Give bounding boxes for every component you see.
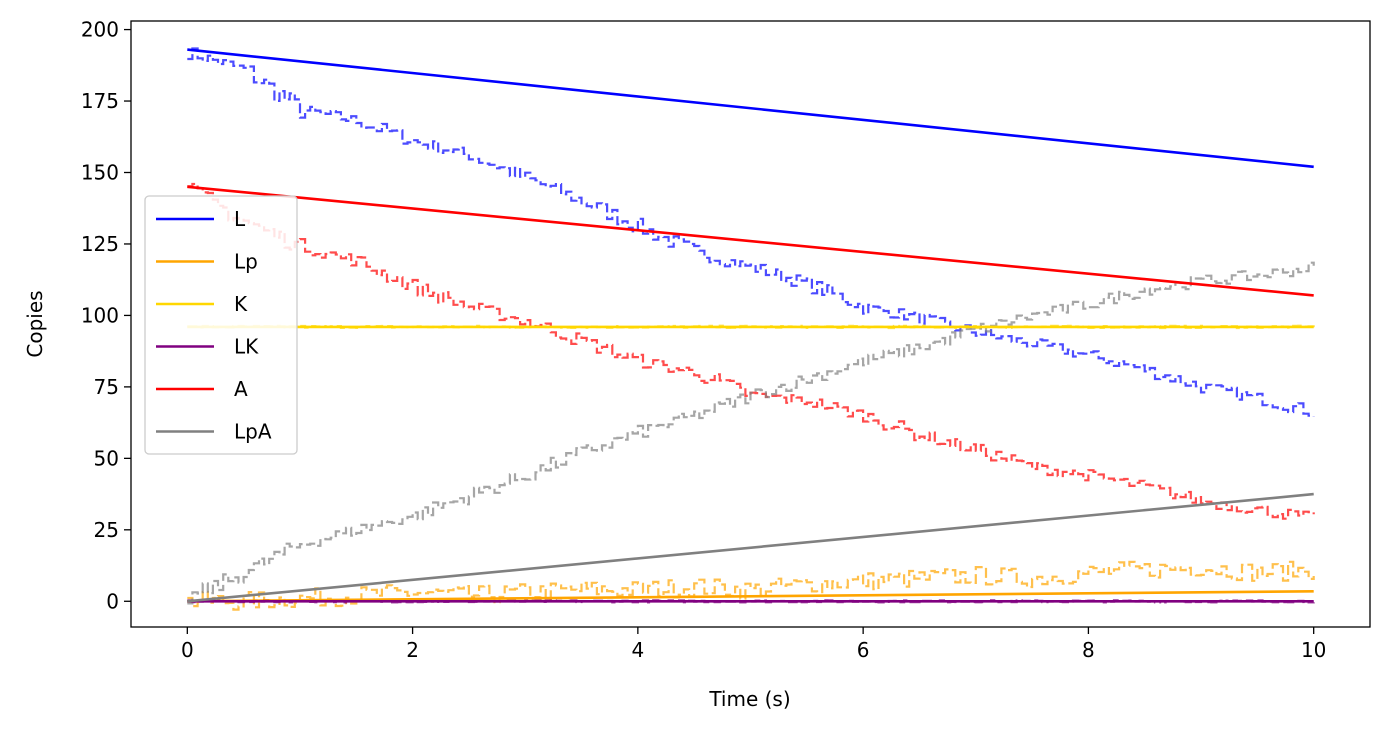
stochastic-line-a bbox=[187, 182, 1315, 520]
series-line-lpa bbox=[187, 492, 1314, 603]
y-tick-label: 25 bbox=[94, 518, 119, 542]
y-tick-label: 125 bbox=[81, 232, 119, 256]
x-tick-label: 4 bbox=[631, 638, 644, 662]
legend-label-l: L bbox=[234, 207, 246, 231]
legend: L Lp K LK A LpA bbox=[144, 195, 298, 455]
legend-label-k: K bbox=[234, 292, 248, 316]
legend-label-lk: LK bbox=[234, 335, 259, 359]
legend-label-lp: Lp bbox=[234, 250, 258, 274]
x-tick-label: 8 bbox=[1082, 638, 1095, 662]
x-tick-label: 10 bbox=[1301, 638, 1326, 662]
stochastic-line-l bbox=[187, 47, 1315, 417]
series-line-l bbox=[187, 48, 1314, 169]
stochastic-line-lp bbox=[187, 560, 1315, 611]
stochastic-line-lpa bbox=[187, 261, 1315, 605]
x-tick-label: 6 bbox=[857, 638, 870, 662]
y-tick-label: 175 bbox=[81, 89, 119, 113]
y-axis-ticks: 0 25 50 75 100 125 150 175 200 bbox=[81, 18, 131, 613]
x-tick-label: 2 bbox=[406, 638, 419, 662]
legend-label-lpa: LpA bbox=[234, 420, 272, 444]
x-axis-ticks: 0 2 4 6 8 10 bbox=[181, 627, 1326, 662]
legend-label-a: A bbox=[234, 377, 248, 401]
legend-box bbox=[144, 195, 298, 455]
x-axis-label: Time (s) bbox=[708, 687, 790, 711]
y-tick-label: 75 bbox=[94, 375, 119, 399]
series-line-lp bbox=[187, 590, 1314, 603]
plot-frame bbox=[130, 20, 1371, 628]
y-tick-label: 200 bbox=[81, 18, 119, 42]
y-tick-label: 50 bbox=[94, 446, 119, 470]
series-line-a bbox=[187, 185, 1314, 297]
stochastic-traces bbox=[187, 47, 1315, 611]
y-tick-label: 0 bbox=[106, 589, 119, 613]
y-axis-label: Copies bbox=[23, 290, 47, 357]
x-tick-label: 0 bbox=[181, 638, 194, 662]
y-tick-label: 150 bbox=[81, 161, 119, 185]
deterministic-lines bbox=[187, 48, 1314, 603]
y-tick-label: 100 bbox=[81, 303, 119, 327]
